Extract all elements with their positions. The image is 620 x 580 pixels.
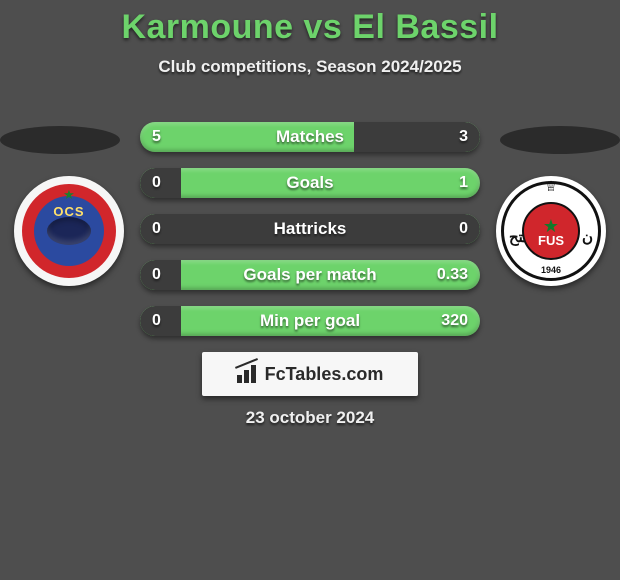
stat-bar: 0320Min per goal [140,306,480,336]
page-title: Karmoune vs El Bassil [0,8,620,47]
stat-bar: 53Matches [140,122,480,152]
stat-label: Hattricks [140,214,480,244]
stats-bars: 53Matches 01Goals 00Hattricks 00.33Goals pe… [140,122,480,352]
arabic-text-right: ن [582,228,593,246]
brand-box: FcTables.com [202,352,418,396]
stat-bar: 00Hattricks [140,214,480,244]
page-subtitle: Club competitions, Season 2024/2025 [0,57,620,77]
stat-bar: 00.33Goals per match [140,260,480,290]
club-badge-right: ♕ الفتح ن ★ FUS 1946 [496,176,606,286]
stat-label: Goals per match [140,260,480,290]
stat-label: Goals [140,168,480,198]
player-shadow-left [0,126,120,154]
chart-icon [237,365,259,383]
player-shadow-right [500,126,620,154]
stat-label: Matches [140,122,480,152]
club-badge-left-abbrev: OCS [35,204,103,218]
crown-icon: ♕ [545,178,558,195]
stat-bar: 01Goals [140,168,480,198]
page-date: 23 october 2024 [0,408,620,428]
club-badge-right-year: 1946 [541,265,561,275]
club-badge-right-abbrev: FUS [538,233,564,248]
brand-text: FcTables.com [265,364,384,385]
star-icon: ★ [63,187,75,203]
stat-label: Min per goal [140,306,480,336]
club-badge-left: ★ OCS [14,176,124,286]
